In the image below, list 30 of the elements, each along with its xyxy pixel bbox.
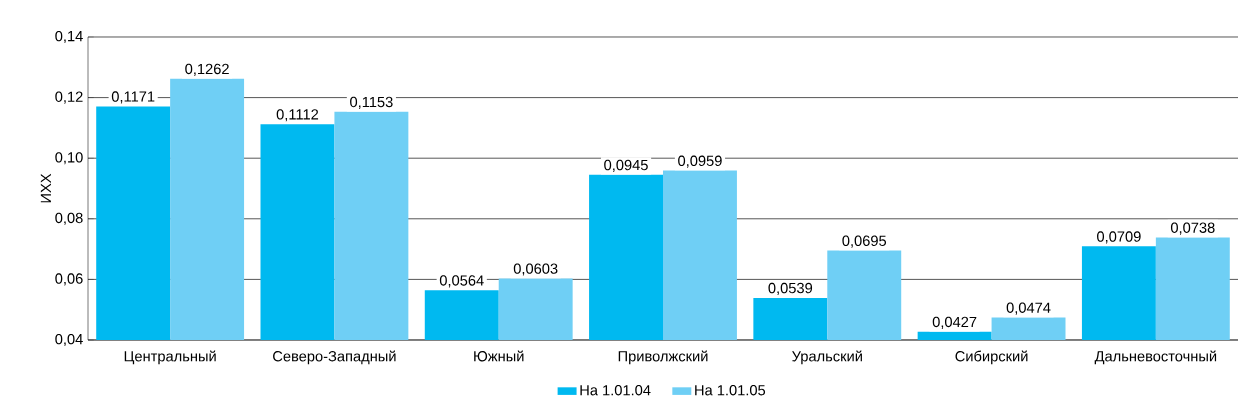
x-tick-label: Северо-Западный xyxy=(273,350,396,365)
legend-label: На 1.01.05 xyxy=(695,385,766,396)
data-label: 0,0564 xyxy=(439,275,484,288)
data-label: 0,0695 xyxy=(842,235,887,248)
x-tick-label: Дальневосточный xyxy=(1094,350,1217,365)
data-label: 0,1262 xyxy=(185,63,229,76)
y-axis-title: ИХХ xyxy=(40,173,51,203)
data-label: 0,0709 xyxy=(1097,231,1141,244)
y-tick-label: 0,04 xyxy=(55,333,83,347)
data-label: 0,0474 xyxy=(1006,302,1051,315)
x-tick-label: Уральский xyxy=(792,350,862,365)
y-tick-label: 0,12 xyxy=(55,91,83,104)
data-label: 0,0603 xyxy=(513,263,558,276)
x-tick-label: Сибирский xyxy=(955,350,1028,365)
x-tick-label: Южный xyxy=(474,350,524,362)
data-label: 0,0738 xyxy=(1170,222,1215,235)
data-label: 0,1153 xyxy=(350,96,393,109)
x-tick-label: Приволжский xyxy=(618,350,708,365)
data-label: 0,0959 xyxy=(678,155,722,168)
y-tick-label: 0,06 xyxy=(55,273,83,286)
legend-label: На 1.01.04 xyxy=(580,385,651,396)
y-tick-label: 0,10 xyxy=(55,152,83,165)
data-label: 0,0427 xyxy=(932,316,977,329)
data-label: 0,1171 xyxy=(111,91,155,104)
y-tick-label: 0,14 xyxy=(55,30,83,44)
data-label: 0,0945 xyxy=(604,159,648,172)
x-tick-label: Центральный xyxy=(124,350,216,365)
data-label: 0,0539 xyxy=(768,282,813,295)
data-label: 0,1112 xyxy=(276,109,319,122)
y-tick-label: 0,08 xyxy=(55,212,83,225)
